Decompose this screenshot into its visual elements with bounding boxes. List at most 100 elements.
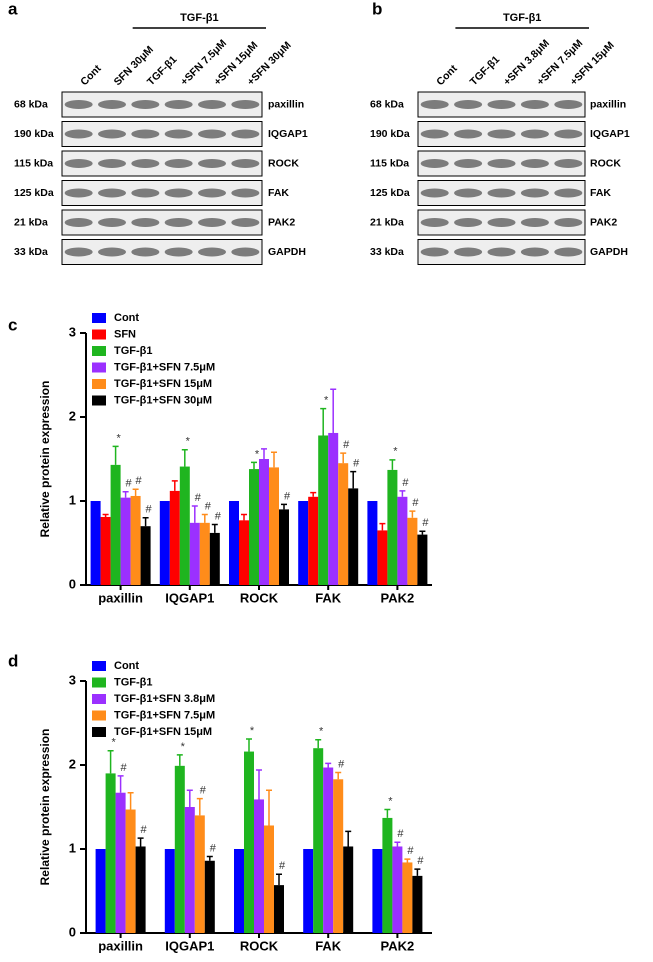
bar: [323, 767, 334, 933]
bar: [179, 466, 190, 585]
band: [164, 100, 193, 109]
kda-label: 68 kDa: [370, 98, 404, 110]
bar: [234, 849, 244, 933]
x-tick-label: IQGAP1: [165, 938, 214, 953]
protein-label: paxillin: [590, 98, 626, 110]
legend-label: TGF-β1+SFN 15μM: [114, 378, 212, 390]
blot-header: TGF-β1: [503, 12, 542, 24]
error-bar: [379, 522, 386, 531]
band: [454, 100, 483, 109]
band: [554, 129, 583, 139]
error-bar: [246, 738, 252, 752]
error-bar: [196, 797, 203, 816]
x-tick-label: PAK2: [381, 938, 415, 953]
legend-swatch: [92, 395, 106, 406]
bar: [184, 807, 195, 933]
significance-mark: #: [200, 785, 207, 797]
band: [98, 100, 126, 109]
bar: [199, 522, 210, 585]
band: [487, 100, 516, 109]
band: [420, 218, 449, 227]
x-tick-label: FAK: [315, 590, 342, 605]
bar: [204, 860, 215, 933]
error-bar: [241, 513, 247, 521]
protein-label: ROCK: [590, 157, 621, 169]
error-bar: [404, 858, 411, 863]
error-bar: [206, 855, 213, 861]
bar: [189, 522, 200, 585]
x-tick-label: PAK2: [381, 590, 415, 605]
band: [520, 247, 549, 257]
significance-mark: #: [136, 475, 143, 487]
error-bar: [176, 754, 183, 766]
bar: [407, 517, 418, 585]
error-bar: [132, 488, 139, 496]
error-bar: [261, 448, 267, 459]
band: [454, 129, 483, 139]
protein-label: GAPDH: [590, 246, 628, 258]
error-bar: [181, 449, 188, 467]
error-bar: [330, 388, 337, 433]
band: [64, 129, 93, 139]
significance-mark: #: [397, 828, 404, 840]
bar: [105, 773, 116, 933]
bar: [249, 469, 259, 585]
bar: [110, 464, 121, 585]
band: [420, 247, 449, 257]
legend-label: Cont: [114, 660, 139, 672]
kda-label: 21 kDa: [370, 216, 404, 228]
bar: [313, 748, 324, 933]
y-tick-label: 0: [69, 576, 76, 591]
y-tick-label: 3: [69, 672, 76, 687]
error-bar: [191, 505, 198, 523]
legend-swatch: [92, 694, 106, 704]
error-bar: [102, 513, 109, 517]
band: [231, 159, 260, 168]
y-tick-label: 2: [69, 408, 76, 423]
kda-label: 33 kDa: [370, 246, 404, 258]
error-bar: [122, 491, 129, 498]
bar: [387, 469, 398, 585]
significance-mark: *: [324, 395, 329, 407]
significance-mark: #: [412, 497, 419, 509]
band: [98, 247, 126, 257]
protein-label: IQGAP1: [268, 128, 308, 140]
error-bar: [414, 868, 421, 876]
error-bar: [142, 517, 149, 527]
lane-label: TGF-β1: [145, 54, 180, 89]
protein-label: FAK: [590, 187, 611, 199]
y-tick-label: 2: [69, 756, 76, 771]
error-bar: [384, 808, 391, 818]
band: [64, 218, 93, 227]
band: [164, 247, 193, 257]
error-bar: [127, 791, 134, 810]
band: [131, 247, 160, 257]
panel-label: d: [8, 651, 18, 670]
bar: [95, 849, 106, 933]
bar: [372, 849, 383, 933]
protein-label: IQGAP1: [590, 128, 630, 140]
bar: [402, 862, 413, 933]
legend-label: TGF-β1+SFN 30μM: [114, 394, 212, 406]
bar: [298, 501, 309, 585]
band: [487, 247, 516, 257]
significance-mark: #: [402, 477, 409, 489]
significance-mark: *: [255, 448, 260, 460]
band: [487, 188, 516, 198]
significance-mark: *: [111, 737, 116, 749]
error-bar: [201, 513, 208, 523]
error-bar: [251, 461, 257, 470]
error-bar: [266, 789, 272, 826]
significance-mark: #: [205, 500, 212, 512]
band: [98, 129, 126, 139]
error-bar: [107, 749, 114, 774]
error-bar: [112, 445, 119, 465]
band: [198, 218, 226, 227]
panel-label: c: [8, 315, 17, 334]
error-bar: [315, 739, 322, 749]
band: [520, 100, 549, 109]
lane-label: Cont: [434, 62, 460, 88]
x-tick-label: ROCK: [240, 590, 279, 605]
significance-mark: #: [353, 458, 360, 470]
